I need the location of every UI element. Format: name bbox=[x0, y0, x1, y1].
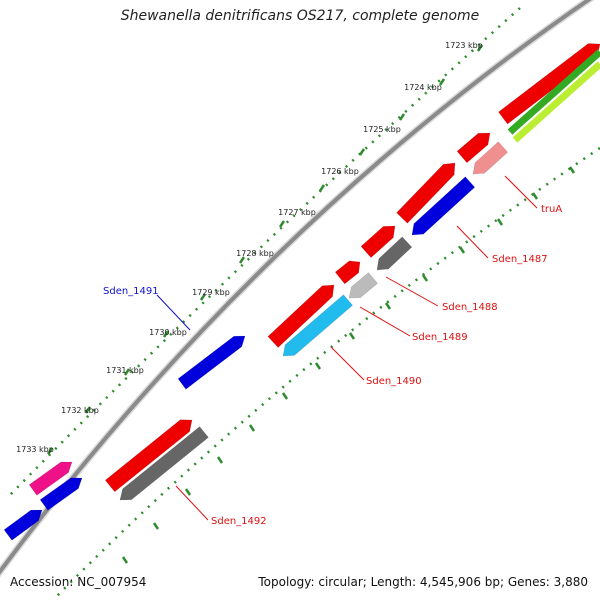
gene-label: Sden_1487 bbox=[492, 254, 548, 265]
cds-pink-block bbox=[472, 141, 509, 175]
label-leader-line bbox=[385, 276, 439, 307]
tick-mark bbox=[476, 44, 484, 52]
tick-label: 1724 kbp bbox=[404, 83, 442, 92]
gene-label: Sden_1491 bbox=[103, 286, 159, 297]
cds-magenta-arrow bbox=[28, 461, 73, 496]
tick-mark bbox=[199, 293, 207, 301]
map-title: Shewanella denitrificans OS217, complete… bbox=[120, 8, 480, 24]
tick-mark bbox=[216, 456, 224, 464]
cds-lightgrey-block bbox=[348, 272, 378, 299]
tick-label: 1728 kbp bbox=[236, 249, 274, 258]
tick-label: 1729 kbp bbox=[192, 288, 230, 297]
label-leader-line bbox=[456, 225, 489, 259]
tick-mark bbox=[123, 368, 131, 376]
gene-label: truA bbox=[541, 204, 562, 215]
tick-mark bbox=[384, 302, 392, 310]
cds-grey-block bbox=[119, 426, 209, 501]
tick-mark bbox=[281, 392, 289, 400]
tick-mark bbox=[568, 166, 576, 174]
tick-mark bbox=[248, 424, 256, 432]
tick-mark bbox=[496, 218, 504, 226]
outer-tick-ring bbox=[9, 7, 521, 496]
tick-labels: 1723 kbp 1724 kbp 1725 kbp 1726 kbp 1727 kbp… bbox=[16, 41, 483, 454]
gene-label: Sden_1489 bbox=[412, 332, 468, 343]
tick-mark bbox=[318, 184, 326, 192]
tick-label: 1726 kbp bbox=[321, 167, 359, 176]
cds-red-arrow bbox=[334, 260, 361, 285]
cds-red-arrow bbox=[104, 419, 193, 493]
tick-mark bbox=[348, 332, 356, 340]
tick-mark bbox=[531, 192, 539, 200]
tick-label: 1723 kbp bbox=[445, 41, 483, 50]
cds-red-arrow bbox=[396, 162, 456, 224]
tick-mark bbox=[438, 78, 446, 86]
tick-mark bbox=[278, 220, 286, 228]
cds-grey-block bbox=[376, 236, 413, 271]
cds-blue-arrow bbox=[39, 477, 83, 511]
tick-mark bbox=[152, 522, 160, 530]
gene-label: Sden_1490 bbox=[366, 376, 422, 387]
label-leader-line bbox=[504, 175, 538, 209]
cds-blue-block bbox=[411, 176, 476, 236]
genome-summary: Topology: circular; Length: 4,545,906 bp… bbox=[258, 575, 588, 589]
cds-red-arrow bbox=[267, 284, 335, 348]
tick-label: 1731 kbp bbox=[106, 366, 144, 375]
genome-backbone bbox=[0, 0, 592, 575]
tick-label: 1730 kbp bbox=[149, 328, 187, 337]
cds-blue-arrow bbox=[3, 509, 43, 541]
tick-mark bbox=[238, 256, 246, 264]
tick-mark bbox=[358, 148, 366, 156]
tick-mark bbox=[121, 556, 129, 564]
tick-mark bbox=[421, 274, 429, 282]
backbone-shadow bbox=[0, 0, 595, 578]
label-leader-line bbox=[156, 294, 191, 331]
cds-red-arrow bbox=[456, 132, 491, 164]
tick-mark bbox=[314, 362, 322, 370]
tick-mark bbox=[84, 406, 92, 414]
cds-red-arrow bbox=[360, 225, 396, 259]
cds-blue-arrow bbox=[177, 335, 246, 390]
gene-label: Sden_1488 bbox=[442, 302, 498, 313]
label-leader-line bbox=[359, 306, 411, 337]
gene-features bbox=[3, 43, 600, 541]
tick-mark bbox=[398, 113, 406, 121]
cds-green-band bbox=[507, 49, 600, 135]
label-leader-line bbox=[330, 346, 365, 381]
accession-text: Accession: NC_007954 bbox=[10, 575, 147, 589]
tick-label: 1733 kbp bbox=[16, 445, 54, 454]
gene-labels: truA Sden_1487 Sden_1488 Sden_1489 Sden_1490… bbox=[103, 175, 562, 527]
tick-label: 1732 kbp bbox=[61, 406, 99, 415]
tick-mark bbox=[46, 447, 54, 455]
tick-label: 1725 kbp bbox=[363, 125, 401, 134]
tick-mark bbox=[162, 330, 170, 338]
cds-lime-band bbox=[512, 61, 600, 143]
gene-label: Sden_1492 bbox=[211, 516, 267, 527]
tick-mark bbox=[184, 488, 192, 496]
label-leader-line bbox=[175, 485, 209, 521]
cds-cyan-block bbox=[282, 294, 354, 357]
tick-mark bbox=[458, 246, 466, 254]
tick-label: 1727 kbp bbox=[278, 208, 316, 217]
